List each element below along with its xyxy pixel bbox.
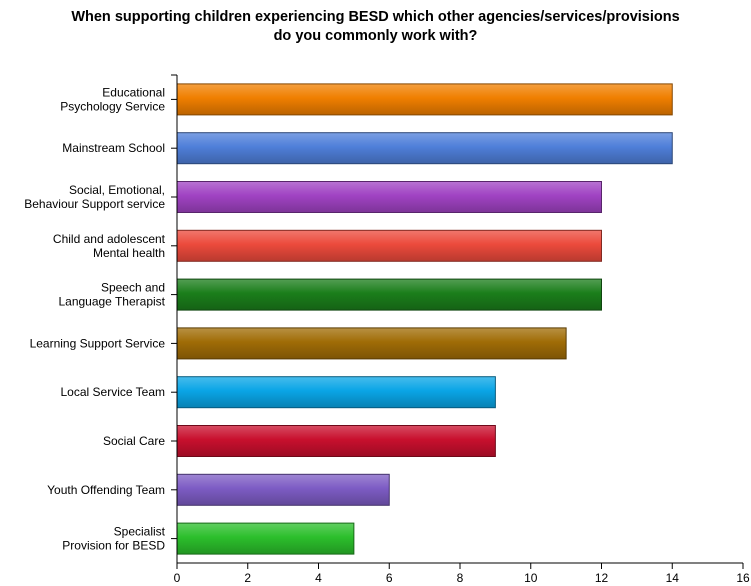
chart-title-line-1: When supporting children experiencing BE…	[71, 9, 680, 25]
category-label-5: Learning Support Service	[30, 336, 166, 350]
category-label-9: Specialist Provision for BESD	[62, 525, 165, 553]
category-label-8: Youth Offending Team	[47, 483, 165, 497]
category-label-4: Speech and Language Therapist	[58, 281, 165, 309]
x-tick-label-7: 14	[666, 571, 680, 585]
bar-1	[176, 132, 673, 165]
bar-6	[176, 376, 496, 409]
bar-0	[176, 83, 673, 116]
x-tick-label-8: 16	[736, 571, 750, 585]
bar-8	[176, 473, 390, 506]
category-label-6: Local Service Team	[61, 385, 166, 399]
x-tick-label-0: 0	[174, 571, 181, 585]
category-label-0: Educational Psychology Service	[60, 85, 165, 113]
category-label-2: Social, Emotional, Behaviour Support serv…	[24, 183, 165, 211]
bar-3	[176, 229, 602, 262]
x-tick-label-1: 2	[244, 571, 251, 585]
category-label-1: Mainstream School	[62, 141, 165, 155]
category-label-7: Social Care	[103, 434, 165, 448]
chart-title-line-2: do you commonly work with?	[273, 28, 478, 44]
chart-title: When supporting children experiencing BE…	[0, 8, 751, 46]
category-label-3: Child and adolescent Mental health	[53, 232, 166, 260]
bar-5	[176, 327, 567, 360]
x-tick-label-6: 12	[595, 571, 609, 585]
x-tick-label-3: 6	[386, 571, 393, 585]
bar-9	[176, 522, 355, 555]
x-tick-label-4: 8	[457, 571, 464, 585]
bar-2	[176, 181, 602, 213]
bar-7	[176, 425, 496, 457]
bar-4	[176, 278, 602, 311]
x-tick-label-2: 4	[315, 571, 322, 585]
x-tick-label-5: 10	[524, 571, 538, 585]
